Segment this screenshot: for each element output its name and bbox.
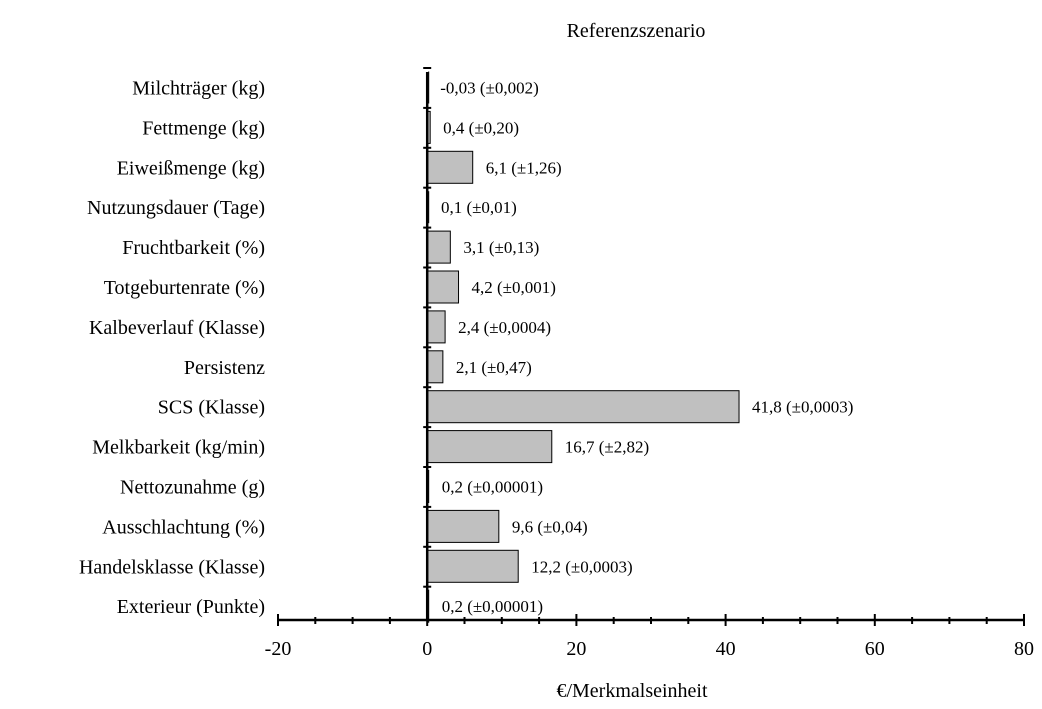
x-tick-label: 40 [716,638,736,660]
chart-title: Referenzszenario [567,20,706,42]
x-tick-label: 80 [1014,638,1034,660]
category-label: Fruchtbarkeit (%) [122,237,265,259]
category-label: Totgeburtenrate (%) [104,277,265,299]
x-axis-label: €/Merkmalseinheit [556,680,708,702]
data-label: 12,2 (±0,0003) [531,557,632,576]
bar [426,150,474,184]
data-label: 9,6 (±0,04) [512,517,588,536]
category-labels-layer: Milchträger (kg) Fettmenge (kg) Eiweißmeng… [79,78,265,619]
x-tick-label: 0 [422,638,432,660]
data-label: 0,2 (±0,00001) [442,597,543,616]
bar [426,390,740,424]
data-label: 4,2 (±0,001) [472,278,556,297]
category-label: Melkbarkeit (kg/min) [92,437,265,459]
category-label: Eiweißmenge (kg) [117,157,265,179]
bar [426,509,500,543]
axes-layer: -20 0 20 40 60 80 [265,67,1034,660]
category-label: Nutzungsdauer (Tage) [87,197,265,219]
bar [426,270,460,304]
data-label: 2,1 (±0,47) [456,358,532,377]
x-tick-label: -20 [265,638,292,660]
data-label: 2,4 (±0,0004) [458,318,551,337]
bar [426,350,444,384]
data-label: 0,2 (±0,00001) [442,478,543,497]
data-label: -0,03 (±0,002) [440,79,539,98]
category-label: Nettozunahme (g) [120,477,265,499]
category-label: Kalbeverlauf (Klasse) [89,317,265,339]
category-label: Fettmenge (kg) [142,117,265,139]
bars-layer [426,71,740,623]
category-label: Exterieur (Punkte) [117,596,265,618]
category-label: Persistenz [184,357,265,379]
category-label: SCS (Klasse) [158,397,265,419]
category-label: Milchträger (kg) [132,78,265,100]
data-label: 41,8 (±0,0003) [752,398,853,417]
data-label: 0,4 (±0,20) [443,118,519,137]
category-label: Handelsklasse (Klasse) [79,556,265,578]
data-labels-layer: -0,03 (±0,002) 0,4 (±0,20) 6,1 (±1,26) 0,1 … [440,79,853,617]
bar [426,549,519,583]
data-label: 6,1 (±1,26) [486,158,562,177]
data-label: 3,1 (±0,13) [463,238,539,257]
data-label: 16,7 (±2,82) [565,438,649,457]
bar [426,230,451,264]
x-tick-label: 20 [566,638,586,660]
x-tick-label: 60 [865,638,885,660]
data-label: 0,1 (±0,01) [441,198,517,217]
category-label: Ausschlachtung (%) [102,516,265,538]
bar [426,430,553,464]
bar [426,310,446,344]
